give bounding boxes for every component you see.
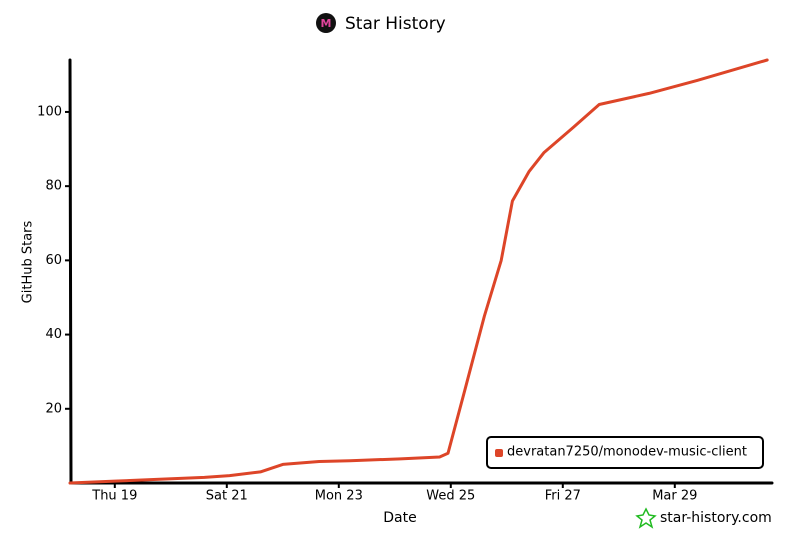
x-tick-label: Sat 21 — [206, 489, 248, 504]
legend: devratan7250/monodev-music-client — [486, 436, 764, 469]
watermark: star-history.com — [660, 510, 772, 526]
line — [68, 58, 769, 485]
y-axis-label: GitHub Stars — [21, 220, 36, 303]
x-tick-label: Thu 19 — [91, 489, 137, 504]
x-tick-label: Mon 23 — [315, 489, 363, 504]
x-tick-label: Wed 25 — [426, 489, 475, 504]
x-tick-label: Mar 29 — [652, 489, 697, 504]
watermark-icon — [635, 507, 657, 529]
x-axis-label: Date — [383, 510, 416, 526]
logo — [316, 13, 336, 33]
y-tick-label: 100 — [37, 104, 62, 119]
legend-label: devratan7250/monodev-music-client — [507, 445, 747, 460]
axes — [68, 58, 774, 485]
legend-swatch — [495, 449, 503, 457]
logo-letter: M — [321, 17, 332, 30]
y-tick-label: 40 — [45, 327, 62, 342]
chart-title: Star History — [345, 14, 446, 34]
y-tick-label: 60 — [45, 253, 62, 268]
y-tick-label: 20 — [45, 401, 62, 416]
x-tick-label: Fri 27 — [545, 489, 581, 504]
y-tick-label: 80 — [45, 179, 62, 194]
legend-box — [486, 436, 764, 469]
